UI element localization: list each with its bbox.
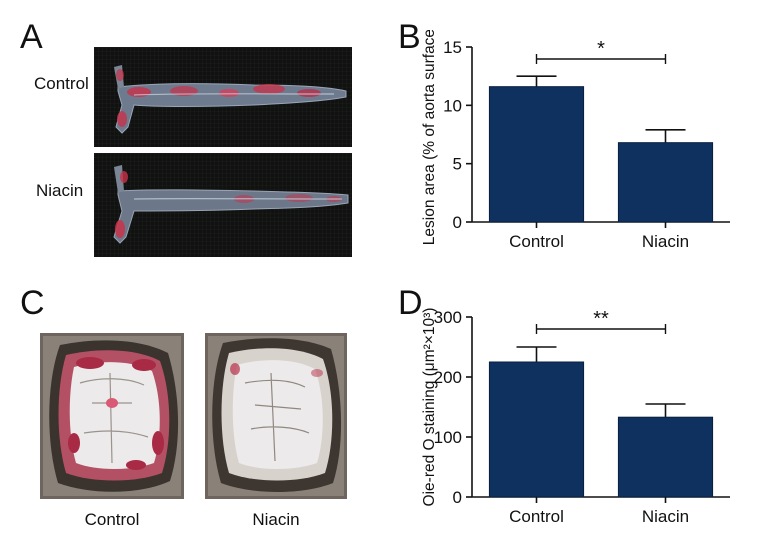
section-photo-niacin: [205, 333, 347, 499]
chart-d-y-tick-label: 0: [453, 488, 462, 507]
panel-label-b: B: [398, 18, 421, 56]
chart-d-y-tick-label: 100: [434, 428, 462, 447]
panel-label-d: D: [398, 284, 423, 322]
chart-d-x-tick-label: Niacin: [642, 507, 689, 526]
aorta-photo-niacin: [94, 153, 352, 257]
section-photo-control: [40, 333, 184, 499]
row-label-control: Control: [34, 74, 89, 93]
chart-d-y-axis-label: Oie-red O staining (μm²×10³): [421, 308, 438, 507]
chart-d-bar: [488, 361, 585, 498]
section-caption-niacin: Niacin: [252, 510, 300, 529]
chart-b-y-tick-label: 5: [453, 155, 462, 174]
panel-label-c: C: [20, 284, 45, 322]
chart-b-significance-mark: *: [597, 38, 605, 60]
chart-b-y-tick-label: 10: [443, 96, 462, 115]
chart-b-y-axis-label: Lesion area (% of aorta surface): [421, 30, 438, 245]
chart-b: 0 5 10 15 Lesion area (% of aorta surface) Co…: [421, 30, 730, 251]
chart-d-y-tick-label: 200: [434, 368, 462, 387]
chart-b-bar: [617, 142, 714, 223]
section-caption-control: Control: [84, 510, 140, 529]
chart-b-x-tick-label: Control: [509, 232, 564, 251]
chart-d-bar: [617, 416, 714, 498]
chart-d-y-tick-label: 300: [434, 308, 462, 327]
chart-d-significance-mark: **: [593, 308, 609, 330]
aorta-photo-control: [94, 47, 352, 147]
row-label-niacin: Niacin: [36, 181, 84, 200]
chart-d-x-tick-label: Control: [509, 507, 564, 526]
chart-b-y-tick-label: 15: [443, 38, 462, 57]
chart-b-bar: [488, 86, 585, 223]
chart-b-y-tick-label: 0: [453, 213, 462, 232]
chart-b-x-tick-label: Niacin: [642, 232, 689, 251]
panel-label-a: A: [20, 18, 43, 56]
